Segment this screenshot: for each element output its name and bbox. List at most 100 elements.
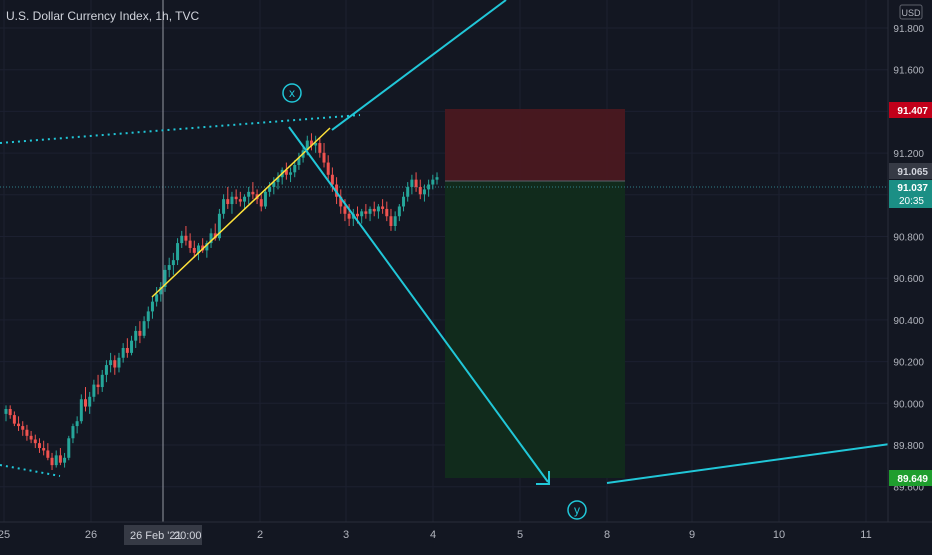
candle-body <box>376 206 380 212</box>
price-tick-label: 91.200 <box>893 149 924 160</box>
candle-body <box>364 211 368 214</box>
candle-body <box>226 199 230 205</box>
price-tick-label: 89.600 <box>893 483 924 494</box>
price-tick-label: 90.600 <box>893 274 924 285</box>
candle-body <box>259 199 263 207</box>
candle-body <box>100 374 104 388</box>
target-price-tag: 89.649 <box>897 474 928 485</box>
candle-body <box>138 330 142 336</box>
candle-body <box>75 421 79 427</box>
candle-body <box>4 409 8 414</box>
time-tick-label: 26 <box>85 529 97 541</box>
candle-body <box>297 157 301 165</box>
candle-body <box>372 208 376 212</box>
candle-body <box>289 172 293 175</box>
candle-body <box>205 243 209 251</box>
take-profit-zone <box>445 181 625 478</box>
countdown-label: 20:35 <box>899 196 924 207</box>
time-tick-label: 11 <box>860 529 871 541</box>
wave-label-x: x <box>289 86 295 100</box>
currency-label: USD <box>901 8 921 18</box>
candle-body <box>67 438 71 458</box>
candle-body <box>79 399 83 422</box>
candle-body <box>427 184 431 190</box>
price-tick-label: 89.800 <box>893 441 924 452</box>
candle-body <box>422 189 426 195</box>
candle-body <box>381 206 385 209</box>
candle-body <box>184 235 188 241</box>
candle-body <box>104 365 108 375</box>
candle-body <box>230 196 234 205</box>
candle-body <box>88 396 92 407</box>
candle-body <box>276 177 280 183</box>
candle-body <box>63 457 67 463</box>
candle-body <box>146 311 150 322</box>
candle-body <box>92 384 96 397</box>
candle-body <box>322 152 326 163</box>
candle-body <box>368 208 372 214</box>
currency-box[interactable] <box>899 4 923 20</box>
candle-body <box>163 269 167 287</box>
upper-dotted-trendline <box>0 114 361 144</box>
price-axis[interactable] <box>888 0 932 550</box>
candle-body <box>222 199 226 214</box>
crosshair-date-label: 26 Feb '21 <box>130 530 182 542</box>
candle-body <box>176 243 180 261</box>
time-tick-label: 8 <box>604 529 610 541</box>
candle-body <box>167 265 171 270</box>
stop-price-tag: 91.407 <box>897 106 928 117</box>
candle-body <box>343 206 347 214</box>
candle-body <box>50 457 54 466</box>
candle-body <box>339 196 343 207</box>
stop-loss-zone <box>445 109 625 181</box>
time-tick-label: 5 <box>517 529 523 541</box>
time-tick-label: 9 <box>689 529 695 541</box>
stop-price-tag-bg <box>889 102 932 118</box>
candle-body <box>389 216 393 226</box>
candle-body <box>84 399 88 407</box>
time-tick-label: 4 <box>430 529 436 541</box>
candle-body <box>155 294 159 302</box>
candle-body <box>159 287 163 295</box>
candle-body <box>54 455 58 466</box>
candle-body <box>251 191 255 195</box>
price-tick-label: 91.600 <box>893 66 924 77</box>
candle-body <box>360 211 364 217</box>
candle-body <box>309 140 313 146</box>
candle-body <box>121 348 125 358</box>
candle-body <box>410 179 414 187</box>
target-price-tag-bg <box>889 470 932 486</box>
candle-body <box>397 206 401 217</box>
price-tick-label: 90.400 <box>893 316 924 327</box>
candle-body <box>272 182 276 187</box>
candle-body <box>243 196 247 202</box>
candle-body <box>393 216 397 226</box>
last-price-tag: 91.037 <box>897 183 928 194</box>
projection-line-down <box>288 126 549 483</box>
candle-body <box>37 443 41 449</box>
candle-body <box>125 348 129 353</box>
candle-body <box>414 179 418 187</box>
candle-body <box>96 384 100 388</box>
candle-body <box>171 260 175 266</box>
candle-body <box>134 330 138 341</box>
candle-body <box>188 240 192 248</box>
wave-label-y: y <box>574 503 580 517</box>
projection-line-up <box>331 0 507 131</box>
candle-body <box>347 213 351 219</box>
candle-body <box>29 435 33 440</box>
lower-dotted-trendline <box>0 464 61 477</box>
candle-body <box>196 245 200 253</box>
candle-body <box>355 213 359 217</box>
candle-body <box>113 360 117 368</box>
candle-body <box>209 233 213 244</box>
candle-body <box>33 439 37 444</box>
candle-body <box>293 165 297 173</box>
candle-body <box>180 235 184 244</box>
wave-label-circle-y <box>567 500 587 520</box>
candle-body <box>406 186 410 197</box>
candle-body <box>192 247 196 253</box>
candle-body <box>431 179 435 185</box>
